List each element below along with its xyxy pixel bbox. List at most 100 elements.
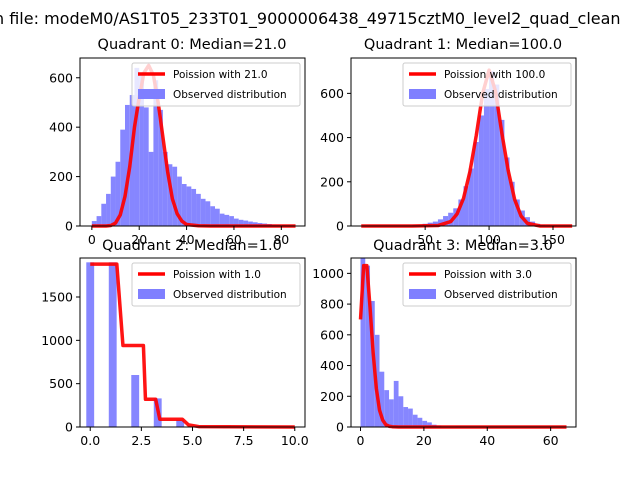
legend-bar-swatch: [138, 89, 165, 99]
histogram-bar: [473, 142, 479, 226]
x-tick-label: 50: [417, 232, 433, 247]
histogram-bar: [210, 206, 215, 226]
histogram-bar: [172, 166, 178, 226]
histogram-bar: [398, 396, 404, 427]
histogram-bar: [483, 88, 490, 226]
y-tick-label: 0: [336, 420, 344, 435]
histogram-bar: [408, 408, 413, 427]
quadrant-0-panel: Quadrant 0: Median=21.0 0 20 40 60 80 0 200 400…: [49, 37, 306, 247]
histogram-bar: [196, 193, 201, 226]
x-tick-label: 40: [179, 232, 195, 247]
y-tick-label: 1000: [41, 333, 73, 348]
y-tick-label: 600: [49, 70, 73, 85]
legend-line-label: Poission with 3.0: [444, 269, 532, 281]
histogram-bar: [360, 258, 366, 427]
histogram-bar: [158, 109, 163, 226]
legend-box: [131, 262, 301, 307]
legend-box: [402, 62, 572, 107]
y-tick-label: 400: [320, 358, 344, 373]
legend: Poission with 21.0 Observed distribution: [131, 62, 301, 107]
legend-box: [131, 62, 301, 107]
histogram-bar: [403, 407, 409, 427]
y-tick-label: 0: [65, 219, 73, 234]
histogram-bar: [224, 214, 230, 226]
histogram-bar: [186, 186, 192, 226]
histogram-bar: [233, 218, 239, 226]
histogram-bar: [125, 104, 130, 226]
histogram-bar: [115, 161, 121, 226]
y-tick-label: 0: [65, 420, 73, 435]
y-tick-label: 400: [49, 120, 73, 135]
quadrant-1-title: Quadrant 1: Median=100.0: [364, 37, 562, 53]
histogram-bar: [494, 84, 500, 226]
histogram-bar: [162, 151, 168, 226]
y-tick-label: 200: [49, 169, 73, 184]
x-tick-label: 0.0: [80, 433, 100, 448]
histogram-bar: [131, 375, 140, 427]
y-tick-label: 200: [320, 174, 344, 189]
y-tick-label: 600: [320, 86, 344, 101]
histogram-bar: [200, 198, 206, 226]
x-tick-label: 40: [479, 433, 495, 448]
legend: Poission with 3.0 Observed distribution: [402, 262, 572, 307]
histogram-bar: [389, 399, 394, 427]
histogram-bar: [458, 199, 464, 226]
histogram-bar: [205, 201, 211, 226]
legend-bar-label: Observed distribution: [444, 89, 558, 101]
histogram-bar: [108, 262, 117, 427]
histogram-bar: [215, 208, 220, 226]
legend-bar-label: Observed distribution: [173, 89, 287, 101]
y-tick-label: 1500: [41, 290, 73, 305]
histogram-bar: [243, 220, 249, 226]
figure-suptitle: n file: modeM0/AS1T05_233T01_9000006438_…: [0, 9, 621, 29]
x-tick-label: 20: [416, 433, 432, 448]
histogram-bar: [489, 71, 495, 226]
legend-bar-swatch: [138, 289, 165, 299]
histogram-bar: [422, 420, 428, 427]
histogram-bar: [139, 72, 144, 226]
histogram-bar: [379, 371, 385, 427]
x-tick-label: 60: [226, 232, 242, 247]
histogram-bar: [134, 67, 140, 226]
histogram-bar: [120, 129, 125, 226]
y-tick-label: 800: [320, 297, 344, 312]
axes-frame: [79, 57, 306, 227]
histogram-bar: [478, 115, 484, 226]
histogram-bar: [191, 188, 197, 226]
histogram-bar: [432, 221, 438, 226]
histogram-bar: [91, 221, 97, 226]
histogram-bar: [417, 417, 423, 427]
histogram-bar: [252, 222, 258, 226]
y-tick-label: 500: [49, 376, 73, 391]
y-tick-label: 0: [336, 219, 344, 234]
histogram-bar: [463, 186, 469, 226]
x-tick-label: 100: [477, 232, 501, 247]
histogram-bar: [468, 168, 474, 226]
histogram-bar: [514, 199, 520, 226]
legend: Poission with 100.0 Observed distribution: [402, 62, 572, 107]
axes-frame: [350, 257, 577, 428]
histogram-bar: [177, 176, 182, 226]
histogram-bar: [238, 219, 244, 226]
histogram-bar: [499, 119, 505, 226]
legend-box: [402, 262, 572, 307]
histogram-bar: [509, 181, 515, 226]
histogram-bar: [106, 193, 111, 226]
legend-bar-swatch: [409, 89, 436, 99]
quadrant-3-title: Quadrant 3: Median=3.0: [373, 238, 553, 254]
legend-bar-swatch: [409, 289, 436, 299]
poisson-line: [90, 262, 295, 429]
x-tick-label: 0: [88, 232, 96, 247]
histogram-bar: [229, 216, 234, 226]
legend-bar-label: Observed distribution: [173, 289, 287, 301]
histogram-bar: [86, 262, 95, 427]
x-tick-label: 60: [543, 433, 559, 448]
histogram-bar: [370, 301, 375, 427]
histogram-bar: [181, 184, 187, 226]
x-tick-label: 80: [273, 232, 289, 247]
quadrant-3-panel: Quadrant 3: Median=3.0 0 20 40 600200400600…: [312, 238, 577, 448]
histogram-bar: [219, 213, 225, 226]
quadrant-2-panel: Quadrant 2: Median=1.0 0.0 2.5 5.0 7.5 10.0 0…: [41, 238, 309, 448]
quadrant-0-title: Quadrant 0: Median=21.0: [98, 37, 287, 53]
